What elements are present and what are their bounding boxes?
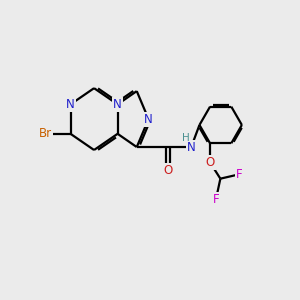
Text: N: N — [187, 141, 196, 154]
Text: F: F — [236, 168, 243, 181]
Text: Br: Br — [39, 127, 52, 140]
Text: F: F — [213, 193, 219, 206]
Text: O: O — [163, 164, 172, 177]
Text: H: H — [182, 133, 190, 142]
Text: N: N — [144, 112, 153, 126]
Text: N: N — [113, 98, 122, 111]
Text: O: O — [206, 156, 215, 169]
Text: N: N — [66, 98, 75, 111]
